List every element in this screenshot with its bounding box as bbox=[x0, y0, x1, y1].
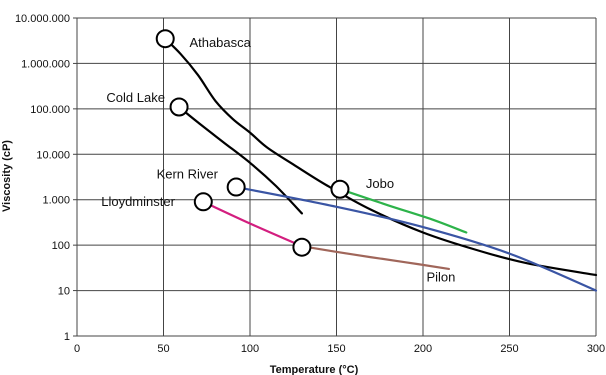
y-tick-label: 10.000 bbox=[36, 149, 70, 161]
y-tick-label: 100.000 bbox=[30, 104, 70, 116]
y-axis-label: Viscosity (cP) bbox=[1, 140, 13, 212]
marker-cold-lake bbox=[169, 97, 189, 117]
series-label-pilon: Pilon bbox=[426, 269, 455, 284]
marker-kern-river bbox=[226, 177, 246, 197]
y-tick-label: 100 bbox=[52, 240, 70, 252]
x-tick-label: 0 bbox=[74, 343, 80, 355]
x-tick-label: 250 bbox=[500, 343, 518, 355]
x-tick-label: 50 bbox=[157, 343, 169, 355]
series-label-athabasca: Athabasca bbox=[189, 35, 251, 50]
y-tick-label: 1.000 bbox=[42, 195, 70, 207]
y-tick-label: 1.000.000 bbox=[21, 58, 70, 70]
marker-pilon bbox=[292, 237, 312, 257]
series-line-pilon bbox=[300, 245, 450, 270]
series-line-kern-river bbox=[235, 186, 598, 292]
x-axis-label: Temperature (°C) bbox=[270, 364, 359, 375]
series-label-kern-river: Kern River bbox=[157, 167, 219, 182]
series-label-lloydminster: Lloydminster bbox=[101, 194, 175, 209]
series-markers bbox=[155, 29, 350, 257]
series-label-jobo: Jobo bbox=[366, 176, 394, 191]
series-line-cold-lake bbox=[178, 105, 303, 215]
x-tick-label: 100 bbox=[241, 343, 259, 355]
series-labels: Athabasca Cold Lake Kern River Jobo Lloydmin… bbox=[101, 35, 455, 284]
marker-athabasca bbox=[155, 29, 175, 49]
marker-jobo bbox=[330, 179, 350, 199]
y-tick-label: 10 bbox=[58, 286, 70, 298]
x-tick-label: 200 bbox=[414, 343, 432, 355]
series-line-athabasca bbox=[164, 37, 598, 277]
series-label-cold-lake: Cold Lake bbox=[106, 90, 165, 105]
series-line-jobo bbox=[338, 188, 468, 234]
y-tick-label: 10.000.000 bbox=[15, 13, 70, 25]
series-line-lloydminster bbox=[202, 200, 303, 248]
y-tick-label: 1 bbox=[64, 331, 70, 343]
axis-ticks: 0 50 100 150 200 250 300 1 10 100 1.000 10.000 100.0… bbox=[15, 13, 605, 355]
x-tick-label: 300 bbox=[587, 343, 605, 355]
marker-lloydminster bbox=[193, 192, 213, 212]
grid bbox=[73, 17, 597, 337]
series-lines bbox=[164, 37, 598, 292]
x-tick-label: 150 bbox=[327, 343, 345, 355]
